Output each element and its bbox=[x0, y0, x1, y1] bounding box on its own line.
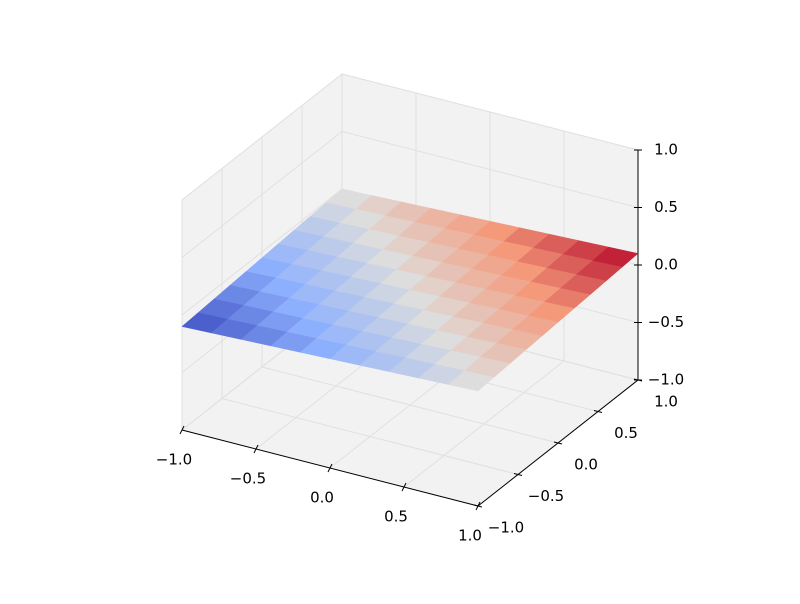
z-tick-label: 0.0 bbox=[654, 256, 678, 274]
tick-mark bbox=[473, 504, 483, 508]
grid-line bbox=[181, 73, 343, 201]
z-tick-label: 0.5 bbox=[654, 198, 678, 216]
y-tick-label: 0.0 bbox=[574, 456, 598, 474]
x-tick-label: 1.0 bbox=[458, 527, 482, 545]
tick-mark bbox=[327, 463, 333, 473]
y-tick-label: −1.0 bbox=[488, 519, 524, 537]
x-tick-label: −0.5 bbox=[230, 470, 266, 488]
tick-mark bbox=[553, 441, 563, 445]
tick-mark bbox=[253, 444, 259, 454]
x-tick-label: −1.0 bbox=[156, 451, 192, 469]
grid-line bbox=[221, 398, 519, 475]
x-tick-label: 0.0 bbox=[310, 489, 334, 507]
tick-mark bbox=[179, 425, 185, 435]
z-tick-label: 1.0 bbox=[654, 141, 678, 159]
y-tick-label: 1.0 bbox=[654, 393, 678, 411]
y-tick-label: 0.5 bbox=[614, 424, 638, 442]
y-tick-label: −0.5 bbox=[528, 487, 564, 505]
tick-mark bbox=[401, 482, 407, 492]
tick-mark bbox=[593, 410, 603, 413]
surface-cell bbox=[447, 370, 495, 392]
z-tick-label: −0.5 bbox=[648, 313, 684, 331]
tick-mark bbox=[513, 473, 523, 476]
grid-line bbox=[261, 366, 559, 444]
grid-line bbox=[341, 73, 639, 151]
grid-line bbox=[181, 131, 343, 258]
grid-line bbox=[181, 188, 343, 316]
z-tick-label: −1.0 bbox=[648, 371, 684, 389]
x-tick-label: 0.5 bbox=[384, 508, 408, 526]
grid-line bbox=[341, 131, 639, 208]
